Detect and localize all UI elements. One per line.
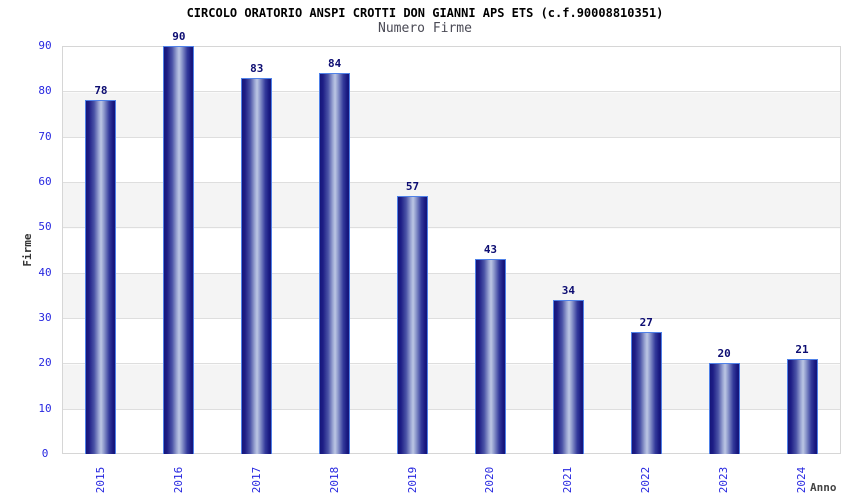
gridline-30 — [63, 318, 840, 319]
bar-2024 — [786, 358, 818, 454]
bar-2015 — [85, 100, 117, 454]
bar-value-2018: 84 — [328, 57, 342, 71]
x-tick-label-2023: 2023 — [717, 466, 731, 494]
bar-value-2017: 83 — [250, 61, 264, 75]
bar-value-2015: 78 — [94, 84, 108, 98]
x-tick-label-2020: 2020 — [483, 466, 497, 494]
x-axis-title: Anno — [810, 481, 837, 494]
bar-value-2020: 43 — [483, 243, 498, 257]
gridline-40 — [63, 272, 840, 274]
x-tick-label-2024: 2024 — [795, 466, 809, 494]
x-tick-label-2022: 2022 — [639, 466, 653, 494]
x-tick-label-2018: 2018 — [327, 466, 341, 494]
y-tick-label-30: 30 — [38, 311, 52, 324]
y-tick-label-10: 10 — [38, 401, 52, 415]
gridline-20 — [63, 363, 840, 365]
y-tick-label-90: 90 — [38, 39, 52, 52]
bar-2021 — [552, 299, 584, 454]
bar-2023 — [708, 363, 740, 454]
bar-2017 — [241, 77, 273, 454]
y-tick-label-40: 40 — [38, 265, 52, 279]
gridline-70 — [63, 136, 840, 138]
bar-value-2022: 27 — [639, 315, 653, 329]
bar-2022 — [630, 331, 662, 454]
bar-2019 — [397, 195, 429, 454]
x-tick-label-2019: 2019 — [405, 466, 419, 494]
bar-2020 — [474, 259, 506, 454]
bar-value-2024: 21 — [795, 342, 809, 356]
y-tick-label-80: 80 — [38, 84, 52, 98]
gridline-10 — [63, 408, 840, 410]
x-tick-label-2017: 2017 — [249, 466, 263, 494]
chart-title: CIRCOLO ORATORIO ANSPI CROTTI DON GIANNI… — [186, 6, 664, 20]
x-tick-label-2015: 2015 — [93, 466, 107, 494]
y-tick-label-20: 20 — [38, 356, 52, 370]
chart-subtitle: Numero Firme — [378, 21, 472, 36]
y-tick-label-60: 60 — [38, 175, 52, 188]
gridline-80 — [63, 91, 840, 93]
bar-2018 — [319, 73, 351, 454]
bar-value-2023: 20 — [717, 347, 731, 361]
y-tick-label-0: 0 — [41, 447, 49, 460]
x-tick-label-2021: 2021 — [561, 466, 575, 494]
gridline-60 — [63, 182, 840, 183]
bar-value-2021: 34 — [561, 283, 575, 297]
gridline-50 — [63, 227, 840, 229]
bar-2016 — [163, 46, 195, 454]
bar-value-2019: 57 — [405, 179, 420, 193]
y-tick-label-50: 50 — [38, 220, 52, 234]
y-tick-label-70: 70 — [38, 129, 52, 143]
y-axis-title: Firme — [21, 233, 34, 267]
x-tick-label-2016: 2016 — [171, 466, 185, 494]
bar-value-2016: 90 — [172, 30, 186, 43]
